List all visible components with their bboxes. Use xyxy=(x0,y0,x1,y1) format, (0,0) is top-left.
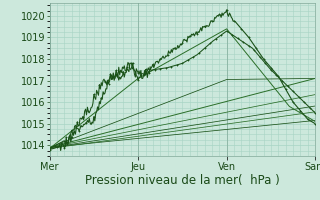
X-axis label: Pression niveau de la mer(  hPa ): Pression niveau de la mer( hPa ) xyxy=(85,174,280,187)
